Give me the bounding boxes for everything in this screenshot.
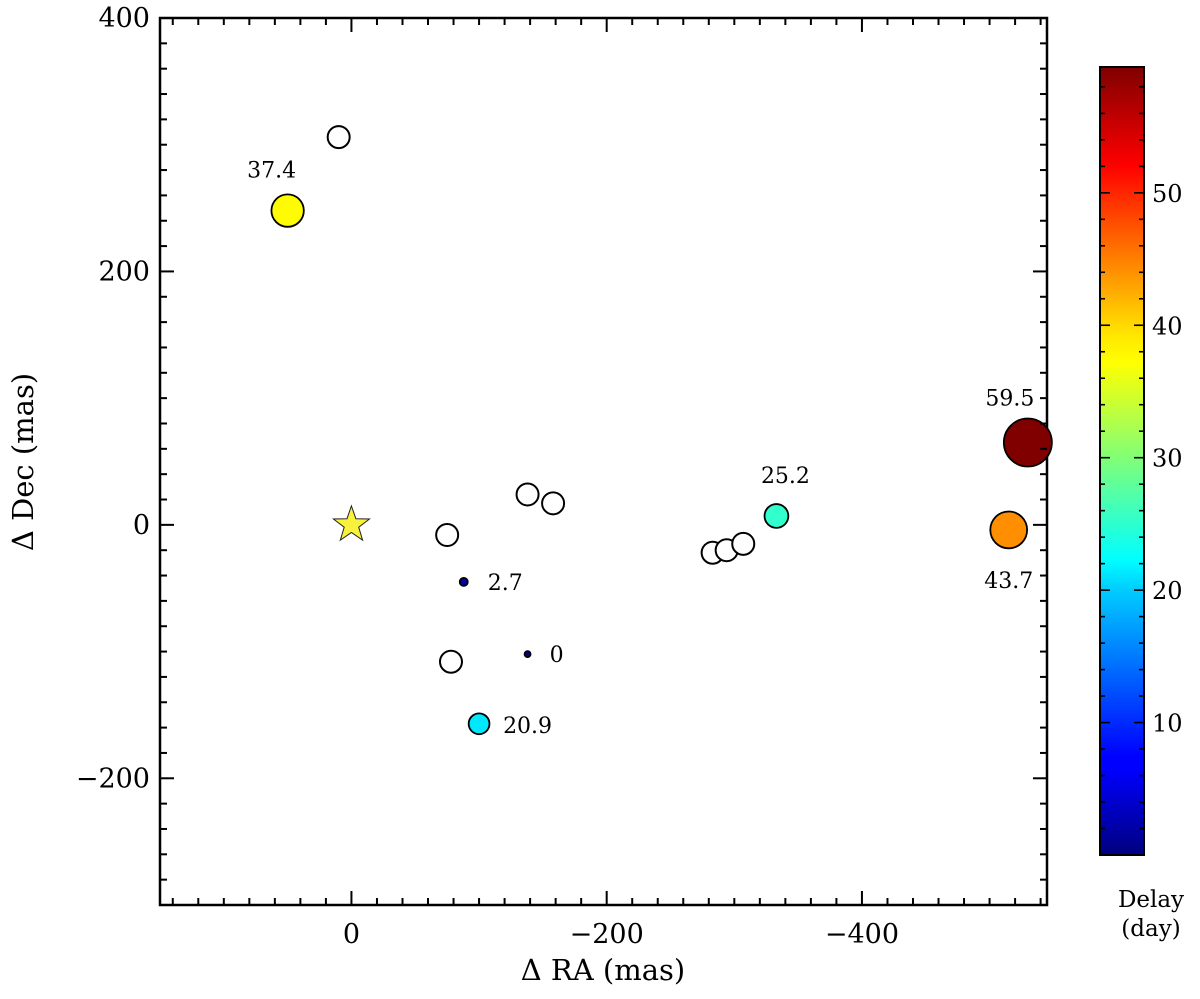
- open-point: [438, 649, 463, 674]
- delay-point: [989, 510, 1029, 550]
- delay-point-label: 20.9: [503, 714, 552, 739]
- open-point: [435, 522, 460, 547]
- plot-frame: [158, 16, 1049, 907]
- y-axis: −200 0 200 400: [76, 3, 1047, 906]
- colorbar-tick-label: 40: [1152, 312, 1183, 340]
- star-marker: [331, 504, 371, 542]
- x-tick-label: 0: [343, 919, 360, 950]
- x-axis-title: Δ RA (mas): [521, 953, 685, 987]
- colorbar-title-line1: Delay: [1118, 887, 1184, 913]
- delay-point-label: 25.2: [761, 464, 810, 489]
- y-tick-label: 0: [133, 510, 150, 541]
- colorbar-tick-label: 50: [1152, 180, 1183, 208]
- y-tick-label: 200: [98, 256, 150, 287]
- delay-point: [1002, 417, 1053, 468]
- x-tick-label: −200: [570, 919, 644, 950]
- delay-point: [270, 193, 305, 228]
- colorbar-tick-label: 10: [1152, 710, 1183, 738]
- open-point: [515, 482, 540, 507]
- colorbar-tick-label: 30: [1152, 445, 1183, 473]
- delay-point: [523, 650, 532, 659]
- delay-point-label: 37.4: [247, 159, 296, 184]
- colorbar-ticks: 10 20 30 40 50: [1100, 86, 1183, 830]
- delay-point-label: 59.5: [985, 386, 1034, 411]
- colorbar-tick-label: 20: [1152, 577, 1183, 605]
- open-point: [541, 491, 566, 516]
- open-point: [326, 125, 351, 150]
- y-tick-label: 400: [98, 3, 150, 34]
- delay-point-label: 43.7: [984, 569, 1033, 594]
- y-axis-title: Δ Dec (mas): [6, 373, 40, 551]
- plot-area: 0 2.7 20.9 25.2 37.4 43.7 59.5: [158, 16, 1053, 907]
- delay-point-label: 0: [550, 643, 564, 668]
- colorbar: 10 20 30 40 50 Delay (day): [1099, 66, 1184, 942]
- delay-point-label: 2.7: [488, 571, 523, 596]
- y-tick-label: −200: [76, 763, 150, 794]
- colorbar-title-line2: (day): [1121, 916, 1180, 942]
- x-tick-label: −400: [825, 919, 899, 950]
- open-point: [731, 531, 756, 556]
- colorbar-gradient: [1099, 66, 1145, 856]
- delay-point: [458, 576, 469, 587]
- x-axis: 0 −200 −400: [171, 18, 1042, 950]
- delay-point: [467, 712, 491, 736]
- delay-point: [763, 503, 790, 529]
